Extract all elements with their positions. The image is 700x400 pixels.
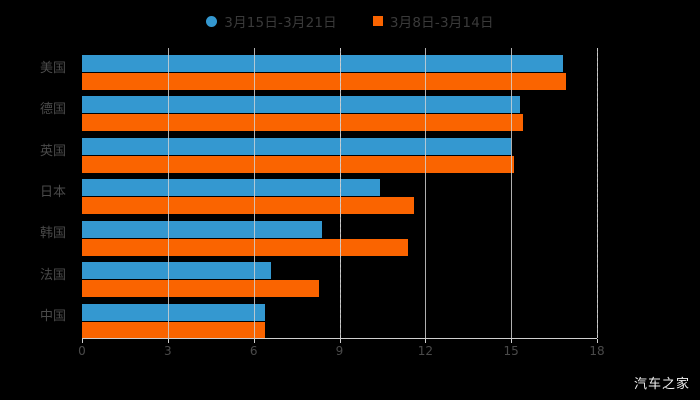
bar-series-orange[interactable] (82, 73, 566, 90)
category-label: 德国 (39, 102, 66, 118)
x-tick-mark (167, 339, 169, 343)
bar-group (82, 297, 597, 339)
category-label: 美国 (39, 60, 66, 76)
legend-entry[interactable]: 3月8日-3月14日 (372, 11, 494, 31)
bar-series-blue[interactable] (82, 303, 266, 321)
x-tick-mark (253, 339, 255, 343)
x-tick-label: 0 (78, 344, 86, 358)
x-tick-mark (511, 339, 513, 343)
x-tick-label: 6 (249, 344, 258, 358)
bar-series-blue[interactable] (82, 96, 520, 114)
bar-group (82, 48, 597, 90)
x-axis-line (82, 338, 597, 339)
legend-label: 3月8日-3月14日 (389, 15, 494, 31)
x-tick-mark (339, 339, 341, 343)
bar-series-orange[interactable] (82, 155, 515, 173)
bar-series-blue[interactable] (82, 262, 271, 280)
category-axis-labels: 美国德国英国日本韩国法国中国 (0, 48, 76, 338)
x-tick-mark (425, 339, 427, 343)
x-tick-label: 3 (164, 344, 172, 358)
bar-group (82, 255, 597, 298)
legend-label: 3月15日-3月21日 (224, 15, 337, 31)
legend-entry[interactable]: 3月15日-3月21日 (206, 11, 337, 31)
x-tick-mark (82, 339, 83, 343)
bar-series-orange[interactable] (82, 114, 523, 132)
plot-area (82, 48, 598, 339)
bar-group (82, 172, 597, 215)
bar-series-blue[interactable] (82, 55, 563, 72)
bar-group (82, 214, 597, 256)
bar-series-orange[interactable] (82, 321, 266, 339)
category-label: 英国 (39, 143, 66, 159)
category-label: 法国 (39, 267, 66, 283)
chart-legend: 3月15日-3月21日 3月8日-3月14日 (0, 8, 700, 34)
x-axis-ticks: 0 3 6 9 12 15 18 (78, 339, 605, 359)
legend-swatch-square-icon (372, 16, 383, 26)
bar-group (82, 131, 597, 173)
category-label: 韩国 (39, 226, 66, 242)
bar-group (82, 89, 597, 132)
x-tick-label: 12 (417, 344, 433, 358)
bar-series-blue[interactable] (82, 137, 512, 155)
watermark: 汽车之家 (633, 377, 690, 392)
x-tick-label: 15 (503, 344, 519, 358)
category-label: 日本 (39, 185, 66, 200)
category-label: 中国 (39, 309, 66, 325)
x-tick-mark (597, 339, 598, 343)
x-tick-label: 9 (335, 344, 344, 358)
bar-series-blue[interactable] (82, 220, 323, 238)
gridline-dashed (597, 48, 598, 338)
bar-series-blue[interactable] (82, 179, 380, 197)
x-tick-label: 18 (589, 344, 605, 358)
bar-series-orange[interactable] (82, 238, 409, 256)
gridline (597, 48, 598, 338)
legend-swatch-circle-icon (206, 15, 218, 27)
bar-rows (82, 48, 597, 339)
bar-series-orange[interactable] (82, 197, 414, 215)
bar-series-orange[interactable] (82, 280, 320, 298)
